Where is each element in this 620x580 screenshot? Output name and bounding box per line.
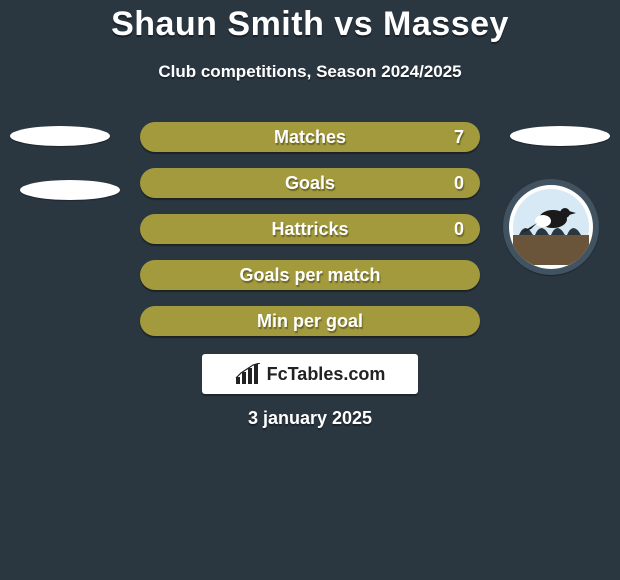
stat-value: 0 <box>454 214 464 244</box>
stat-bar-hattricks: Hattricks 0 <box>140 214 480 244</box>
stat-bar-goals: Goals 0 <box>140 168 480 198</box>
date-text: 3 january 2025 <box>0 408 620 429</box>
right-ellipse-1 <box>510 126 610 146</box>
stat-label: Goals per match <box>140 260 480 290</box>
brand-badge: FcTables.com <box>202 354 418 394</box>
stat-value: 0 <box>454 168 464 198</box>
stat-label: Min per goal <box>140 306 480 336</box>
stat-label: Goals <box>140 168 480 198</box>
stat-bar-min-per-goal: Min per goal <box>140 306 480 336</box>
stat-label: Hattricks <box>140 214 480 244</box>
stat-value: 7 <box>454 122 464 152</box>
stat-bar-matches: Matches 7 <box>140 122 480 152</box>
stat-label: Matches <box>140 122 480 152</box>
stat-bar-goals-per-match: Goals per match <box>140 260 480 290</box>
club-logo-right <box>503 179 599 275</box>
bars-icon <box>235 363 261 385</box>
left-ellipse-1 <box>10 126 110 146</box>
comparison-card: Shaun Smith vs Massey Club competitions,… <box>0 0 620 580</box>
left-ellipse-2 <box>20 180 120 200</box>
club-crest-icon <box>513 189 589 265</box>
page-title: Shaun Smith vs Massey <box>0 5 620 44</box>
stat-bars: Matches 7 Goals 0 Hattricks 0 Goals per … <box>140 122 480 352</box>
brand-text: FcTables.com <box>267 364 386 385</box>
page-subtitle: Club competitions, Season 2024/2025 <box>0 62 620 82</box>
